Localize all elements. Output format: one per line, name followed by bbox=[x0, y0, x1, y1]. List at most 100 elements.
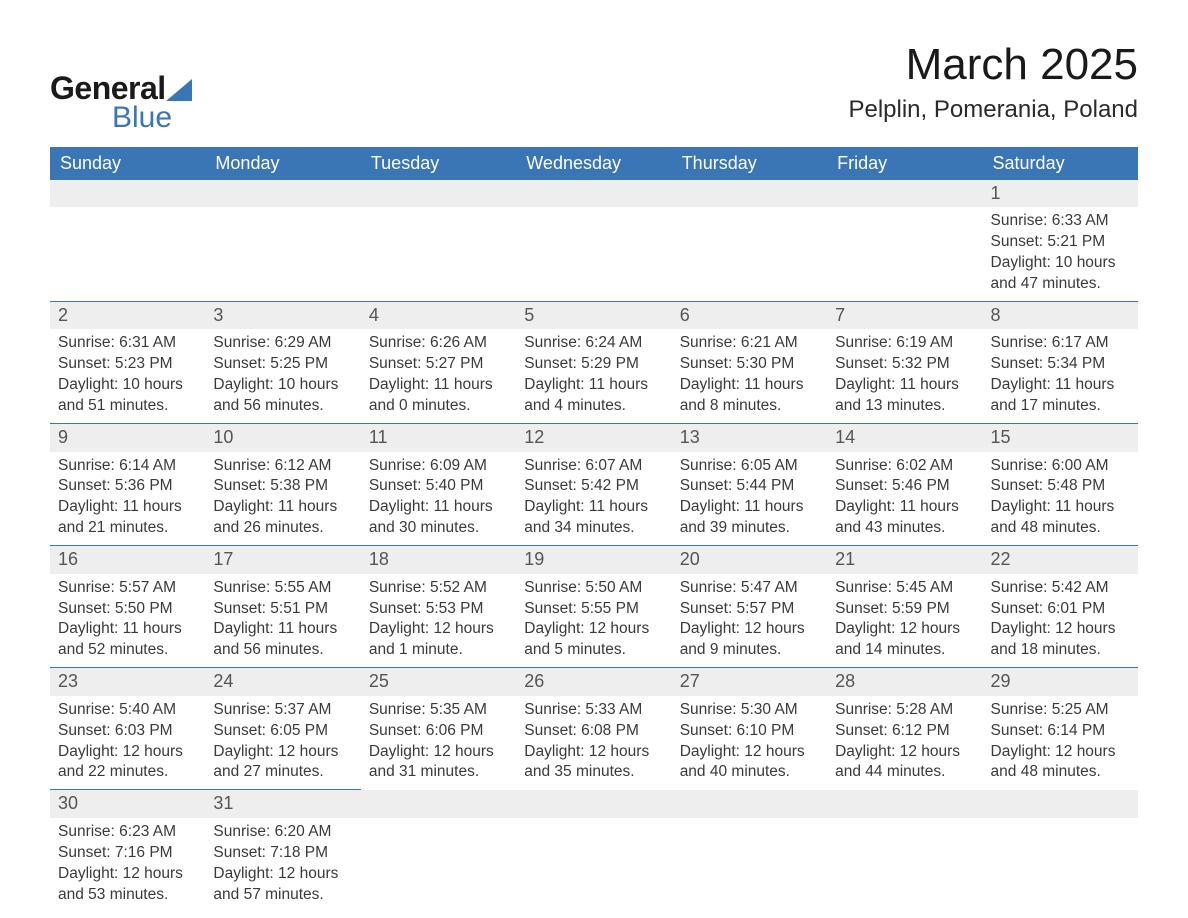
day-details bbox=[205, 207, 360, 277]
day-line: Sunrise: 6:31 AM bbox=[58, 333, 197, 354]
day-line: Sunrise: 5:52 AM bbox=[369, 578, 508, 599]
day-line: Sunrise: 6:14 AM bbox=[58, 456, 197, 477]
day-line: Daylight: 12 hours bbox=[213, 742, 352, 763]
day-number: 19 bbox=[516, 546, 671, 573]
day-line: Daylight: 11 hours bbox=[680, 497, 819, 518]
day-number bbox=[50, 180, 205, 207]
day-line: Daylight: 12 hours bbox=[991, 742, 1130, 763]
day-line: and 13 minutes. bbox=[835, 396, 974, 417]
day-details: Sunrise: 5:35 AMSunset: 6:06 PMDaylight:… bbox=[361, 696, 516, 790]
day-header-row: Sunday Monday Tuesday Wednesday Thursday… bbox=[50, 147, 1138, 180]
calendar-cell: 11Sunrise: 6:09 AMSunset: 5:40 PMDayligh… bbox=[361, 424, 516, 546]
day-line: and 40 minutes. bbox=[680, 762, 819, 783]
day-details: Sunrise: 6:02 AMSunset: 5:46 PMDaylight:… bbox=[827, 452, 982, 546]
calendar-cell: 14Sunrise: 6:02 AMSunset: 5:46 PMDayligh… bbox=[827, 424, 982, 546]
day-details: Sunrise: 5:55 AMSunset: 5:51 PMDaylight:… bbox=[205, 574, 360, 668]
day-line: Daylight: 12 hours bbox=[58, 864, 197, 885]
day-line: Daylight: 11 hours bbox=[835, 497, 974, 518]
calendar-cell: 29Sunrise: 5:25 AMSunset: 6:14 PMDayligh… bbox=[983, 668, 1138, 790]
day-line: Daylight: 11 hours bbox=[213, 619, 352, 640]
day-number: 15 bbox=[983, 424, 1138, 451]
calendar-cell: 21Sunrise: 5:45 AMSunset: 5:59 PMDayligh… bbox=[827, 546, 982, 668]
day-line: Daylight: 12 hours bbox=[835, 619, 974, 640]
day-number: 17 bbox=[205, 546, 360, 573]
day-details: Sunrise: 6:17 AMSunset: 5:34 PMDaylight:… bbox=[983, 329, 1138, 423]
day-number: 16 bbox=[50, 546, 205, 573]
day-header: Monday bbox=[205, 147, 360, 180]
day-line: and 39 minutes. bbox=[680, 518, 819, 539]
day-line: and 30 minutes. bbox=[369, 518, 508, 539]
day-line: and 5 minutes. bbox=[524, 640, 663, 661]
day-line: Sunset: 5:40 PM bbox=[369, 476, 508, 497]
location-subtitle: Pelplin, Pomerania, Poland bbox=[848, 96, 1138, 124]
calendar-body: 1Sunrise: 6:33 AMSunset: 5:21 PMDaylight… bbox=[50, 180, 1138, 911]
day-line: and 18 minutes. bbox=[991, 640, 1130, 661]
day-details bbox=[983, 818, 1138, 888]
day-line: Daylight: 11 hours bbox=[58, 497, 197, 518]
day-line: Sunset: 5:51 PM bbox=[213, 599, 352, 620]
calendar-cell: 28Sunrise: 5:28 AMSunset: 6:12 PMDayligh… bbox=[827, 668, 982, 790]
day-number: 12 bbox=[516, 424, 671, 451]
day-line: and 51 minutes. bbox=[58, 396, 197, 417]
day-details: Sunrise: 6:19 AMSunset: 5:32 PMDaylight:… bbox=[827, 329, 982, 423]
day-line: Daylight: 11 hours bbox=[524, 497, 663, 518]
day-details: Sunrise: 6:29 AMSunset: 5:25 PMDaylight:… bbox=[205, 329, 360, 423]
day-details: Sunrise: 5:33 AMSunset: 6:08 PMDaylight:… bbox=[516, 696, 671, 790]
day-details: Sunrise: 5:47 AMSunset: 5:57 PMDaylight:… bbox=[672, 574, 827, 668]
day-line: and 8 minutes. bbox=[680, 396, 819, 417]
calendar-cell bbox=[361, 180, 516, 302]
day-line: and 56 minutes. bbox=[213, 396, 352, 417]
day-details: Sunrise: 5:25 AMSunset: 6:14 PMDaylight:… bbox=[983, 696, 1138, 790]
day-line: Sunset: 5:59 PM bbox=[835, 599, 974, 620]
calendar-cell bbox=[516, 790, 671, 912]
calendar-cell: 16Sunrise: 5:57 AMSunset: 5:50 PMDayligh… bbox=[50, 546, 205, 668]
day-number bbox=[361, 180, 516, 207]
day-details: Sunrise: 5:57 AMSunset: 5:50 PMDaylight:… bbox=[50, 574, 205, 668]
day-details bbox=[50, 207, 205, 277]
day-number: 28 bbox=[827, 668, 982, 695]
day-line: Sunrise: 6:05 AM bbox=[680, 456, 819, 477]
day-line: Sunset: 5:48 PM bbox=[991, 476, 1130, 497]
day-header: Friday bbox=[827, 147, 982, 180]
calendar-cell: 24Sunrise: 5:37 AMSunset: 6:05 PMDayligh… bbox=[205, 668, 360, 790]
calendar-week-row: 16Sunrise: 5:57 AMSunset: 5:50 PMDayligh… bbox=[50, 546, 1138, 668]
calendar-week-row: 2Sunrise: 6:31 AMSunset: 5:23 PMDaylight… bbox=[50, 302, 1138, 424]
day-line: Sunrise: 5:25 AM bbox=[991, 700, 1130, 721]
day-line: and 27 minutes. bbox=[213, 762, 352, 783]
day-line: Sunset: 5:27 PM bbox=[369, 354, 508, 375]
day-line: Sunrise: 6:33 AM bbox=[991, 211, 1130, 232]
calendar-cell bbox=[361, 790, 516, 912]
day-number bbox=[672, 180, 827, 207]
day-line: Daylight: 12 hours bbox=[524, 742, 663, 763]
day-details: Sunrise: 6:31 AMSunset: 5:23 PMDaylight:… bbox=[50, 329, 205, 423]
day-details: Sunrise: 5:45 AMSunset: 5:59 PMDaylight:… bbox=[827, 574, 982, 668]
day-line: and 17 minutes. bbox=[991, 396, 1130, 417]
day-line: and 4 minutes. bbox=[524, 396, 663, 417]
day-line: and 35 minutes. bbox=[524, 762, 663, 783]
calendar-week-row: 23Sunrise: 5:40 AMSunset: 6:03 PMDayligh… bbox=[50, 668, 1138, 790]
day-line: Daylight: 11 hours bbox=[213, 497, 352, 518]
month-title: March 2025 bbox=[848, 40, 1138, 90]
day-number bbox=[516, 790, 671, 817]
calendar-cell: 25Sunrise: 5:35 AMSunset: 6:06 PMDayligh… bbox=[361, 668, 516, 790]
day-details: Sunrise: 6:21 AMSunset: 5:30 PMDaylight:… bbox=[672, 329, 827, 423]
day-line: and 44 minutes. bbox=[835, 762, 974, 783]
day-header: Saturday bbox=[983, 147, 1138, 180]
calendar-cell: 10Sunrise: 6:12 AMSunset: 5:38 PMDayligh… bbox=[205, 424, 360, 546]
day-line: Sunset: 6:12 PM bbox=[835, 721, 974, 742]
calendar-cell: 19Sunrise: 5:50 AMSunset: 5:55 PMDayligh… bbox=[516, 546, 671, 668]
day-details: Sunrise: 5:40 AMSunset: 6:03 PMDaylight:… bbox=[50, 696, 205, 790]
day-details: Sunrise: 6:05 AMSunset: 5:44 PMDaylight:… bbox=[672, 452, 827, 546]
day-line: Daylight: 12 hours bbox=[524, 619, 663, 640]
day-line: Sunrise: 5:47 AM bbox=[680, 578, 819, 599]
day-line: Daylight: 10 hours bbox=[991, 253, 1130, 274]
day-number: 8 bbox=[983, 302, 1138, 329]
day-details bbox=[516, 818, 671, 888]
day-line: Daylight: 12 hours bbox=[680, 742, 819, 763]
day-line: and 14 minutes. bbox=[835, 640, 974, 661]
day-line: and 21 minutes. bbox=[58, 518, 197, 539]
calendar-cell: 4Sunrise: 6:26 AMSunset: 5:27 PMDaylight… bbox=[361, 302, 516, 424]
day-line: Daylight: 11 hours bbox=[991, 375, 1130, 396]
calendar-cell bbox=[205, 180, 360, 302]
day-line: Sunset: 6:10 PM bbox=[680, 721, 819, 742]
